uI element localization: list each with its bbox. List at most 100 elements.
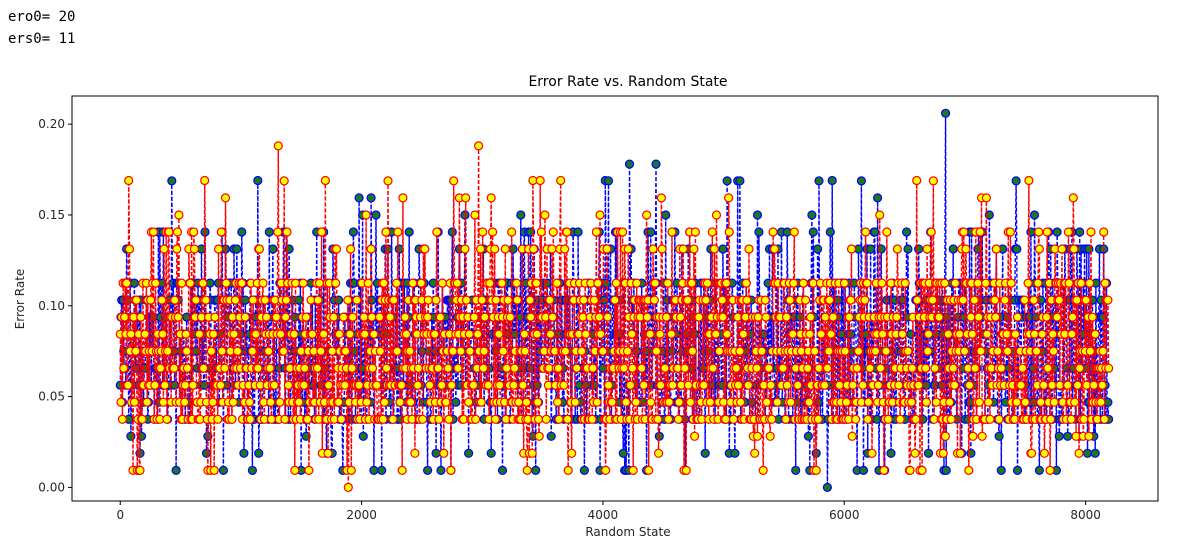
data-point (964, 465, 974, 475)
data-point (906, 397, 917, 407)
data-point (1079, 414, 1089, 424)
data-point (391, 278, 402, 288)
data-point (905, 465, 915, 475)
data-point (923, 329, 934, 339)
data-point (1037, 329, 1047, 339)
data-point (201, 295, 211, 305)
data-point (954, 329, 965, 339)
data-point (269, 380, 279, 390)
data-point (264, 227, 274, 237)
data-point (216, 380, 226, 390)
data-point (1029, 295, 1039, 305)
data-point (940, 278, 950, 288)
data-point (856, 176, 867, 186)
data-point (708, 363, 718, 373)
data-point (331, 244, 342, 254)
data-point (985, 414, 995, 424)
data-point (700, 448, 710, 458)
data-point (129, 278, 139, 288)
data-point (722, 176, 732, 186)
data-point (822, 482, 833, 492)
data-point (886, 448, 896, 458)
data-point (828, 312, 838, 322)
data-point (511, 278, 522, 288)
data-point (735, 346, 745, 356)
data-point (948, 244, 958, 254)
data-point (509, 380, 519, 390)
data-point (912, 175, 922, 186)
data-point (1103, 295, 1113, 305)
data-point (336, 414, 346, 424)
data-point (968, 431, 978, 441)
data-point (689, 244, 699, 254)
data-point (1090, 448, 1100, 458)
data-point (385, 312, 395, 322)
data-point (969, 295, 980, 305)
data-point (848, 380, 858, 390)
data-point (805, 329, 815, 339)
data-point (117, 414, 128, 424)
data-point (656, 193, 667, 203)
data-point (767, 414, 777, 424)
data-point (393, 227, 403, 237)
data-point (840, 346, 850, 356)
data-point (173, 312, 183, 322)
data-point (398, 193, 408, 203)
data-point (509, 363, 520, 373)
data-point (841, 397, 852, 407)
data-point (470, 210, 480, 220)
data-point (338, 312, 349, 322)
data-point (140, 329, 150, 339)
data-point (320, 175, 330, 186)
data-point (1086, 227, 1096, 237)
data-point (200, 175, 210, 186)
data-point (531, 278, 542, 288)
data-point (803, 431, 814, 441)
data-point (464, 397, 474, 407)
data-point (397, 465, 407, 475)
data-point (922, 244, 932, 254)
data-point (227, 414, 237, 424)
data-point (476, 397, 486, 407)
data-point (420, 244, 430, 254)
data-point (562, 414, 573, 424)
data-point (865, 244, 876, 254)
data-point (752, 431, 763, 441)
data-point (996, 465, 1006, 475)
data-point (903, 346, 913, 356)
data-point (559, 380, 569, 390)
data-point (653, 448, 664, 458)
data-point (490, 414, 500, 424)
data-point (661, 210, 671, 220)
data-point (505, 312, 515, 322)
data-point (1041, 312, 1052, 322)
data-point (1099, 414, 1110, 424)
data-point (217, 346, 227, 356)
data-point (1067, 329, 1077, 339)
data-point (435, 312, 445, 322)
data-point (1082, 448, 1093, 458)
data-point (623, 244, 633, 254)
data-point (882, 227, 892, 237)
data-point (142, 397, 152, 407)
data-point (271, 312, 281, 322)
data-point (976, 346, 986, 356)
data-point (758, 465, 768, 475)
data-point (1031, 346, 1042, 356)
data-point (359, 312, 369, 322)
data-point (116, 397, 126, 407)
data-point (486, 193, 496, 203)
data-point (875, 210, 885, 220)
data-point (423, 295, 433, 305)
data-point (1000, 295, 1010, 305)
data-point (436, 465, 446, 475)
data-point (949, 380, 960, 390)
data-point (762, 397, 772, 407)
data-point (198, 278, 208, 288)
data-point (649, 295, 660, 305)
data-point (917, 465, 927, 475)
data-point (531, 465, 541, 475)
data-point (846, 244, 857, 254)
data-point (266, 414, 277, 424)
data-point (950, 278, 960, 288)
